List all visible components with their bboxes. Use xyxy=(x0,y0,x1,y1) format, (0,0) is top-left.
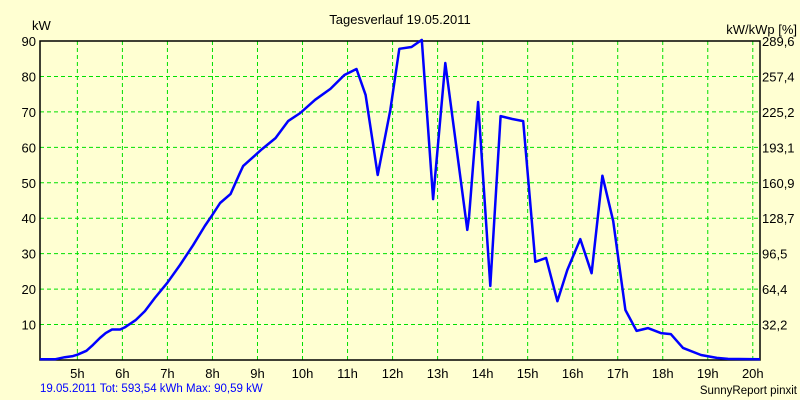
chart-title: Tagesverlauf 19.05.2011 xyxy=(329,12,470,27)
y2-tick-label: 257,4 xyxy=(762,69,795,84)
y-tick-label: 70 xyxy=(22,105,36,120)
plot-frame xyxy=(39,40,761,361)
y-tick-label: 20 xyxy=(22,282,36,297)
y-tick-label: 40 xyxy=(22,211,36,226)
y2-tick-label: 32,2 xyxy=(762,318,787,333)
y2-tick-label: 193,1 xyxy=(762,140,795,155)
x-tick-label: 19h xyxy=(697,366,719,381)
y2-tick-label: 289,6 xyxy=(762,34,795,49)
x-tick-label: 16h xyxy=(562,366,584,381)
y-tick-label: 10 xyxy=(22,318,36,333)
y2-axis-label: kW/kWp [%] xyxy=(726,22,797,37)
x-tick-label: 13h xyxy=(427,366,449,381)
x-tick-label: 11h xyxy=(337,366,358,381)
x-tick-label: 9h xyxy=(250,366,264,381)
y-tick-label: 50 xyxy=(22,176,36,191)
y-axis-label: kW xyxy=(32,18,52,33)
tick-labels: 5h 6h 7h 8h 9h 10h 11h 12h 13h 14h 15h 16h 17h 18h 19h… xyxy=(22,34,795,381)
x-tick-label: 20h xyxy=(742,366,764,381)
power-series-line xyxy=(40,38,761,361)
x-tick-label: 14h xyxy=(472,366,494,381)
y-tick-label: 80 xyxy=(22,69,36,84)
y2-tick-label: 64,4 xyxy=(762,282,787,297)
y2-tick-label: 160,9 xyxy=(762,176,795,191)
x-tick-label: 18h xyxy=(652,366,674,381)
x-tick-label: 17h xyxy=(607,366,629,381)
y2-tick-label: 225,2 xyxy=(762,105,795,120)
footer-credit: SunnyReport pinxit xyxy=(700,385,798,397)
x-tick-label: 7h xyxy=(160,366,174,381)
y-tick-label: 30 xyxy=(22,247,36,262)
y-tick-label: 60 xyxy=(22,140,36,155)
footer-summary: 19.05.2011 Tot: 593,54 kWh Max: 90,59 kW xyxy=(40,383,263,395)
x-tick-label: 8h xyxy=(205,366,219,381)
x-tick-label: 15h xyxy=(517,366,539,381)
x-tick-label: 10h xyxy=(292,366,314,381)
y2-tick-label: 128,7 xyxy=(762,211,795,226)
x-tick-label: 5h xyxy=(70,366,84,381)
x-tick-label: 12h xyxy=(382,366,404,381)
grid xyxy=(40,40,760,360)
y2-tick-label: 96,5 xyxy=(762,247,787,262)
y-tick-label: 90 xyxy=(22,34,36,49)
x-tick-label: 6h xyxy=(115,366,129,381)
